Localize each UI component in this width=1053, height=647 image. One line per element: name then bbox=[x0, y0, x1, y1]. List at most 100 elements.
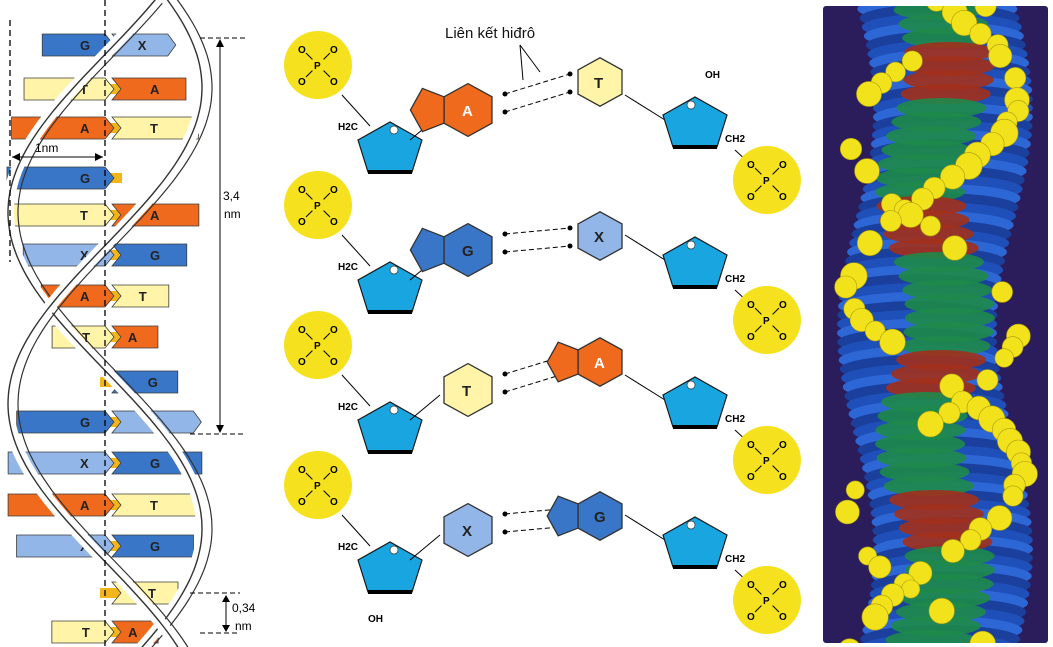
base-label: A bbox=[128, 330, 138, 345]
rung-connector bbox=[100, 588, 122, 598]
base-ring-5 bbox=[546, 495, 579, 537]
atom-CH2: CH2 bbox=[725, 274, 745, 285]
right-sugar bbox=[662, 236, 728, 289]
model-base-atom bbox=[904, 294, 995, 314]
left-phosphate: PO O O O bbox=[284, 311, 352, 379]
bond bbox=[323, 350, 331, 358]
atom-O: O bbox=[298, 497, 306, 508]
atom-P: P bbox=[763, 456, 770, 467]
model-phosphate-atom bbox=[880, 210, 902, 232]
helix-width-label: 1nm bbox=[35, 141, 58, 155]
bond bbox=[323, 210, 331, 218]
right-sugar bbox=[662, 516, 728, 569]
glycosidic-bond bbox=[624, 94, 666, 121]
hbond-dot bbox=[567, 225, 573, 231]
atom-CH2: CH2 bbox=[725, 414, 745, 425]
base-letter: T bbox=[462, 383, 471, 400]
atom-O: O bbox=[330, 45, 338, 56]
hbond-dot bbox=[502, 371, 508, 377]
atom-O: O bbox=[747, 332, 755, 343]
model-phosphate-atom bbox=[879, 328, 906, 356]
base-G bbox=[111, 243, 188, 267]
base-label: A bbox=[150, 208, 160, 223]
backbone-bond bbox=[341, 374, 371, 407]
base-letter: T bbox=[594, 75, 603, 92]
ring-oxygen bbox=[686, 380, 696, 390]
model-base-atom bbox=[902, 280, 993, 300]
ring-oxygen bbox=[686, 520, 696, 530]
base-A bbox=[111, 325, 159, 349]
ring-oxygen bbox=[686, 100, 696, 110]
hydrogen-bond bbox=[504, 91, 571, 113]
hydrogen-bond bbox=[504, 245, 571, 253]
phosphate-circle bbox=[733, 286, 801, 354]
base-A bbox=[111, 77, 187, 101]
atom-CH2: CH2 bbox=[725, 554, 745, 565]
left-base-X: X bbox=[443, 502, 493, 558]
base-ring bbox=[443, 362, 493, 418]
model-phosphate-atom bbox=[951, 10, 978, 36]
model-phosphate-atom bbox=[864, 320, 886, 342]
atom-O: O bbox=[298, 77, 306, 88]
bond bbox=[323, 332, 331, 340]
base-label: A bbox=[128, 625, 138, 640]
atom-O: O bbox=[779, 160, 787, 171]
atom-P: P bbox=[314, 61, 321, 72]
atom-O: O bbox=[298, 185, 306, 196]
phosphate-circle bbox=[284, 451, 352, 519]
base-letter: G bbox=[462, 243, 474, 260]
bond bbox=[772, 587, 780, 595]
backbone-bond bbox=[341, 234, 371, 267]
right-base-G: G bbox=[546, 491, 623, 541]
model-phosphate-atom bbox=[928, 597, 955, 625]
bond bbox=[323, 472, 331, 480]
bond bbox=[772, 465, 780, 473]
atom-H2C: H2C bbox=[338, 402, 358, 413]
atom-P: P bbox=[763, 176, 770, 187]
base-letter: X bbox=[462, 523, 472, 540]
backbone-strand-a-outline bbox=[7, 0, 203, 647]
ring-oxygen bbox=[389, 125, 399, 135]
base-T bbox=[10, 203, 115, 227]
model-phosphate-atom bbox=[908, 561, 933, 585]
hbond-dot bbox=[567, 89, 573, 95]
space-filling-model bbox=[823, 6, 1048, 643]
model-base-atom bbox=[885, 630, 976, 643]
atom-O: O bbox=[747, 580, 755, 591]
atom-O: O bbox=[747, 192, 755, 203]
atom-OH: OH bbox=[705, 70, 720, 81]
hydrogen-bond bbox=[504, 227, 571, 235]
atom-H2C: H2C bbox=[338, 262, 358, 273]
right-phosphate: PO O O O bbox=[733, 286, 801, 354]
model-phosphate-atom bbox=[839, 137, 863, 161]
bond bbox=[305, 350, 313, 358]
model-phosphate-atom bbox=[940, 164, 966, 190]
phosphate-circle bbox=[733, 426, 801, 494]
right-phosphate: PO O O O bbox=[733, 566, 801, 634]
glycosidic-bond bbox=[624, 374, 666, 401]
model-phosphate-atom bbox=[920, 215, 941, 237]
left-sugar bbox=[357, 541, 423, 594]
glycosidic-bond bbox=[624, 234, 666, 261]
bond bbox=[305, 490, 313, 498]
model-phosphate-atom bbox=[991, 281, 1013, 303]
base-G bbox=[16, 410, 115, 434]
sugar-pentagon bbox=[357, 401, 423, 453]
atom-O: O bbox=[747, 160, 755, 171]
bond bbox=[305, 192, 313, 200]
phosphate-circle bbox=[284, 171, 352, 239]
bond bbox=[305, 52, 313, 60]
base-ring-5 bbox=[409, 227, 445, 273]
base-label: G bbox=[150, 539, 160, 554]
model-phosphate-atom bbox=[976, 369, 999, 391]
double-helix-diagram: G XT AA TGT AX GA TT AGG XX GA TX GTT A bbox=[1, 0, 213, 647]
bond bbox=[754, 185, 762, 193]
bond bbox=[772, 605, 780, 613]
model-phosphate-atom bbox=[938, 402, 961, 424]
bond bbox=[754, 605, 762, 613]
atom-O: O bbox=[779, 192, 787, 203]
bond bbox=[754, 307, 762, 315]
bond bbox=[772, 447, 780, 455]
atom-O: O bbox=[330, 325, 338, 336]
